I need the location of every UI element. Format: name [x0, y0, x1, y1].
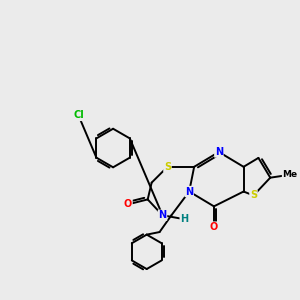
Text: O: O — [124, 200, 132, 209]
Text: N: N — [158, 210, 166, 220]
Text: S: S — [164, 162, 171, 172]
Text: N: N — [185, 187, 193, 196]
Text: O: O — [210, 222, 218, 232]
Text: Cl: Cl — [73, 110, 84, 120]
Text: H: H — [180, 214, 188, 224]
Text: N: N — [215, 147, 223, 157]
Text: S: S — [250, 190, 257, 200]
Text: Me: Me — [283, 170, 298, 179]
